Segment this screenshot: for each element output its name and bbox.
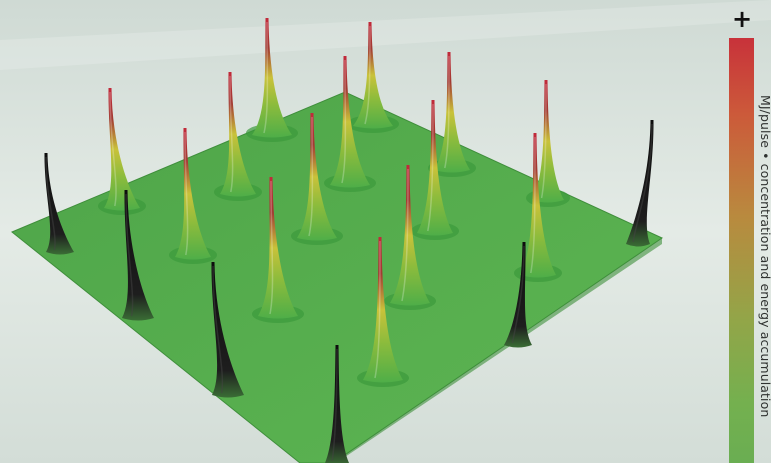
edge-spike	[504, 242, 532, 348]
edge-spike	[325, 345, 349, 463]
peak-highlight	[109, 91, 117, 207]
peak-highlight	[263, 21, 269, 134]
peak-highlight	[364, 25, 371, 125]
peak-highlight	[401, 168, 409, 302]
energy-peak	[434, 52, 470, 173]
peak-highlight	[45, 156, 56, 251]
energy-peak	[363, 237, 403, 383]
peak-highlight	[540, 83, 547, 199]
scale-label: MJ/pulse • concentration and energy accu…	[758, 95, 771, 418]
energy-peak	[417, 100, 453, 236]
energy-peak	[258, 177, 298, 319]
peak-highlight	[530, 136, 536, 274]
energy-peak	[353, 22, 393, 129]
peak-highlight	[341, 59, 347, 184]
energy-peak	[220, 72, 256, 197]
scale-plus-sign: +	[731, 5, 753, 33]
color-scale-bar	[729, 38, 754, 463]
edge-spike	[122, 190, 154, 321]
peak-highlight	[125, 193, 134, 317]
peak-highlight	[269, 180, 274, 315]
energy-peak	[252, 18, 292, 138]
energy-peak	[104, 88, 140, 211]
peak-highlight	[374, 240, 381, 379]
edge-spike	[44, 153, 74, 255]
background-light-streak	[0, 0, 771, 70]
peak-highlight	[212, 265, 224, 394]
peak-highlight	[331, 348, 338, 462]
peak-highlight	[444, 55, 450, 169]
peak-highlight	[184, 131, 189, 256]
energy-peak	[175, 128, 211, 260]
edge-spike	[626, 120, 654, 247]
peak-highlight	[229, 75, 234, 193]
peak-highlight	[511, 245, 525, 344]
edge-spike	[211, 262, 244, 398]
energy-peak	[330, 56, 370, 188]
energy-peak	[520, 133, 556, 278]
peak-highlight	[632, 123, 653, 243]
energy-peak	[390, 165, 430, 306]
peak-highlight	[427, 103, 434, 232]
energy-peak	[297, 113, 337, 241]
peak-highlight	[308, 116, 314, 237]
energy-peak	[532, 80, 564, 203]
